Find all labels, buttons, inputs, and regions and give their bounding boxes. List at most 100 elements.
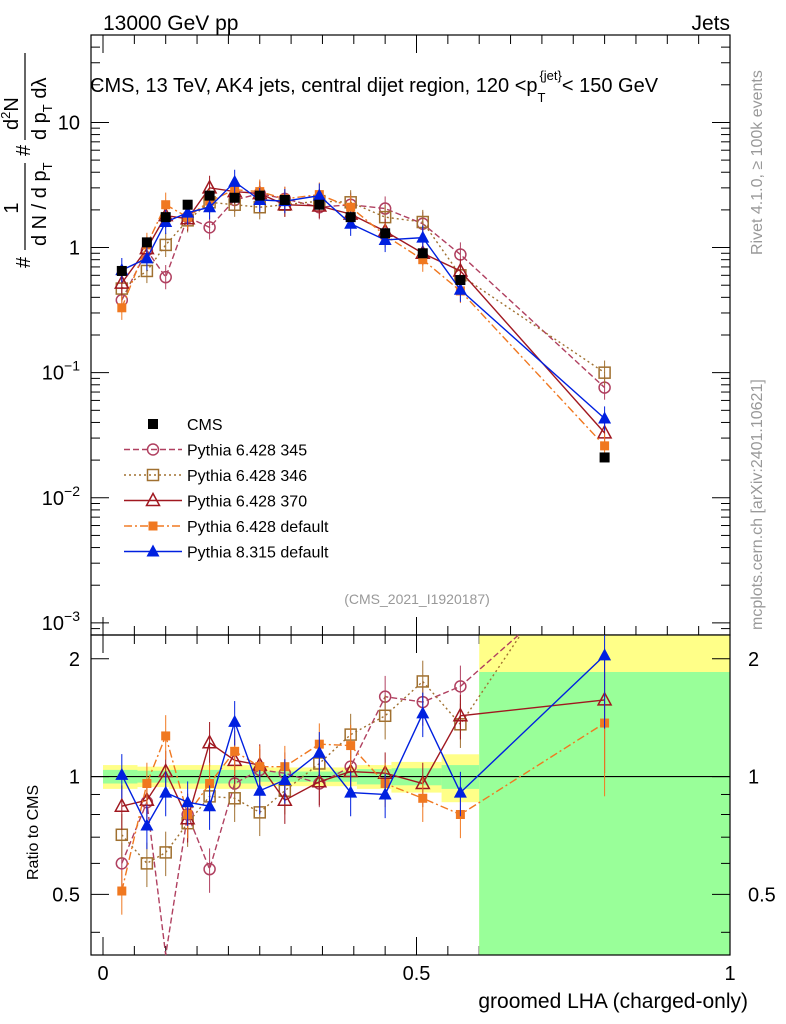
- ratio-point: [201, 734, 218, 749]
- ratio-point: [203, 799, 217, 812]
- series-4: [115, 169, 612, 431]
- ratio-point: [454, 680, 467, 693]
- ratio-line: [121, 722, 605, 892]
- legend-label: Pythia 6.428 345: [187, 443, 307, 460]
- y-tick-label: 1: [69, 238, 80, 260]
- cms-data-point: [204, 190, 215, 201]
- series-point: [312, 188, 326, 201]
- ratio-y-tick-label-right: 2: [748, 649, 759, 671]
- series-line: [121, 187, 606, 434]
- legend-label: Pythia 6.428 346: [187, 468, 307, 485]
- ratio-plot-ticks: 0.5 0.5 1 1 2 2: [52, 649, 776, 933]
- ratio-point: [115, 767, 129, 780]
- series-point: [346, 202, 356, 212]
- series-point: [416, 230, 430, 243]
- legend-label: Pythia 6.428 370: [187, 494, 307, 511]
- legend-marker: [148, 419, 158, 429]
- ratio-point: [452, 707, 469, 722]
- legend-item: Pythia 6.428 346: [124, 468, 307, 485]
- cms-data-point: [380, 228, 391, 239]
- header-left: 13000 GeV pp: [103, 12, 238, 35]
- ratio-point: [277, 791, 293, 806]
- series-point: [140, 251, 154, 264]
- ratio-point: [598, 648, 612, 661]
- ratio-y-axis-label: Ratio to CMS: [25, 785, 42, 880]
- x-tick-label: 0: [97, 963, 108, 985]
- series-point: [161, 200, 171, 210]
- legend-item: Pythia 8.315 default: [124, 544, 329, 562]
- ratio-point: [378, 709, 392, 723]
- cms-data-point: [417, 248, 428, 259]
- ratio-series-group: [114, 634, 613, 956]
- ratio-point: [203, 862, 216, 876]
- cms-data-point: [182, 199, 193, 210]
- legend-marker: [145, 491, 161, 507]
- ratio-point: [311, 773, 328, 788]
- ratio-point: [228, 792, 241, 805]
- ratio-line: [121, 634, 519, 956]
- cms-data-point: [254, 190, 265, 201]
- ratio-point: [253, 783, 267, 796]
- cms-data-point: [160, 212, 171, 223]
- cms-data-point: [141, 237, 152, 248]
- ratio-point: [230, 746, 240, 756]
- ratio-point: [114, 797, 130, 812]
- ratio-plot-frame: [90, 634, 731, 956]
- series-point: [117, 303, 127, 313]
- ratio-point: [416, 706, 430, 719]
- series-point: [418, 255, 428, 265]
- svg-text:1: 1: [1, 202, 23, 213]
- svg-text:d2N: d2N: [0, 97, 23, 130]
- ratio-series-4: [115, 635, 612, 850]
- ratio-y-tick-label: 1: [69, 767, 80, 789]
- cms-data-point: [345, 212, 356, 223]
- legend-label: CMS: [187, 417, 223, 434]
- series-line: [121, 188, 606, 447]
- ratio-point: [159, 785, 173, 798]
- ratio-point: [159, 846, 172, 859]
- cms-data-point: [455, 275, 466, 286]
- main-y-tick-labels: 10−3 10−2 10−1 1 10: [42, 112, 80, 634]
- ratio-line: [121, 699, 605, 821]
- ratio-point: [228, 714, 242, 727]
- y-tick-label: 10−2: [42, 483, 80, 510]
- ratio-point: [418, 793, 428, 803]
- ratio-point: [205, 779, 215, 789]
- ratio-y-tick-label: 2: [69, 649, 80, 671]
- series-point: [181, 205, 195, 218]
- chart-title: CMS, 13 TeV, AK4 jets, central dijet reg…: [90, 68, 659, 105]
- x-tick-label: 0.5: [403, 963, 431, 985]
- svg-text:#: #: [13, 256, 35, 268]
- svg-text:d N / d pT: d N / d pT: [29, 162, 55, 246]
- ratio-point: [255, 762, 265, 772]
- legend-marker: [146, 443, 160, 456]
- series-line: [121, 192, 606, 389]
- series-point: [114, 274, 130, 289]
- cms-data-point: [599, 452, 610, 463]
- main-y-axis-label: # 1 d N / d pT # d2N d pT dλ: [0, 53, 55, 268]
- mcplots-label: mcplots.cern.ch [arXiv:2401.10621]: [749, 379, 766, 630]
- ratio-point: [312, 745, 326, 758]
- ratio-y-tick-label-right: 1: [748, 767, 759, 789]
- ratio-y-tick-label-right: 0.5: [748, 884, 776, 906]
- legend: CMS Pythia 6.428 345 Pythia 6.428 346 Pythi…: [124, 417, 329, 562]
- cms-data-point: [229, 192, 240, 203]
- ratio-point: [344, 785, 358, 798]
- series-point: [598, 411, 612, 424]
- series-point: [159, 238, 172, 252]
- ratio-point: [416, 675, 430, 688]
- legend-item: Pythia 6.428 default: [124, 519, 329, 536]
- series-point: [203, 200, 217, 213]
- main-series-group: [114, 169, 613, 463]
- svg-text:#: #: [13, 144, 35, 156]
- ratio-point: [142, 779, 152, 789]
- legend-marker: [148, 521, 158, 531]
- y-tick-label: 10−1: [42, 358, 80, 385]
- legend-item: Pythia 6.428 370: [124, 491, 307, 511]
- legend-item: Pythia 6.428 345: [124, 443, 307, 460]
- svg-text:d pT dλ: d pT dλ: [29, 78, 55, 140]
- series-point: [378, 232, 392, 245]
- x-tick-labels: 0 0.5 1: [97, 963, 735, 985]
- ratio-point: [181, 795, 195, 808]
- series-line: [121, 200, 605, 374]
